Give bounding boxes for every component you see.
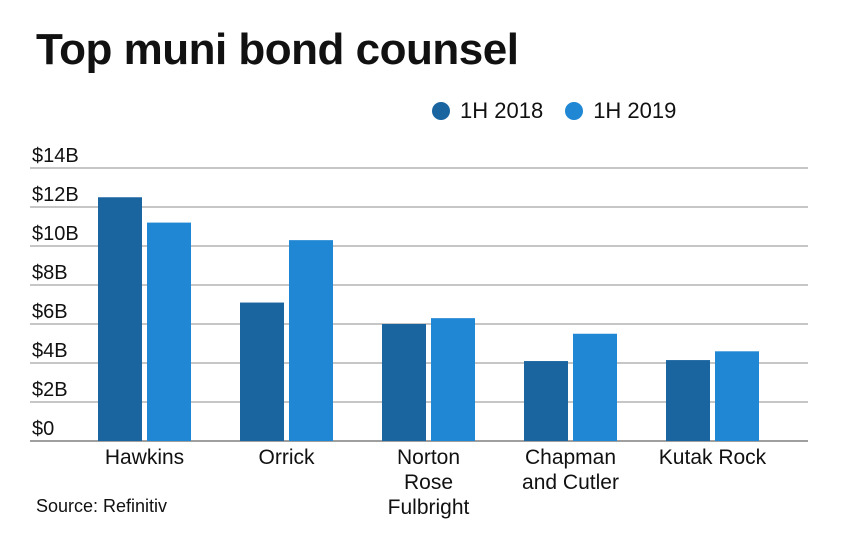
bar-2018: [666, 360, 710, 441]
bar-2019: [715, 351, 759, 441]
x-category-label: Hawkins: [105, 446, 184, 469]
legend-item-2018: 1H 2018: [432, 98, 543, 124]
y-tick-label: $4B: [32, 340, 68, 362]
x-category-label: Fulbright: [388, 496, 470, 519]
bar-2019: [289, 240, 333, 441]
bar-2019: [573, 333, 617, 441]
legend-label-2019: 1H 2019: [593, 98, 677, 123]
legend-item-2019: 1H 2019: [565, 98, 676, 124]
y-tick-label: $12B: [32, 184, 79, 206]
x-category-label: Orrick: [259, 446, 315, 469]
x-category-label: and Cutler: [522, 471, 619, 494]
y-tick-label: $2B: [32, 379, 68, 401]
x-category-label: Rose: [404, 471, 453, 494]
y-tick-label: $0: [32, 418, 54, 440]
legend-label-2018: 1H 2018: [460, 98, 544, 123]
x-category-label: Norton: [397, 446, 460, 469]
y-tick-label: $6B: [32, 301, 68, 323]
x-category-label: Chapman: [525, 446, 616, 469]
legend-swatch-2019: [565, 102, 584, 120]
source-note: Source: Refinitiv: [36, 496, 168, 516]
y-tick-label: $8B: [32, 262, 68, 284]
x-category-label: Kutak Rock: [659, 446, 767, 469]
y-tick-label: $10B: [32, 223, 79, 245]
bar-2018: [382, 324, 426, 441]
chart-title: Top muni bond counsel: [36, 25, 519, 74]
y-tick-label: $14B: [32, 145, 79, 167]
bar-2018: [98, 197, 142, 441]
bar-2018: [524, 361, 568, 441]
legend-swatch-2018: [432, 102, 450, 120]
legend: 1H 2018 1H 2019: [432, 98, 698, 124]
bar-2019: [147, 222, 191, 441]
bar-2018: [240, 302, 284, 441]
bar-2019: [431, 318, 475, 441]
